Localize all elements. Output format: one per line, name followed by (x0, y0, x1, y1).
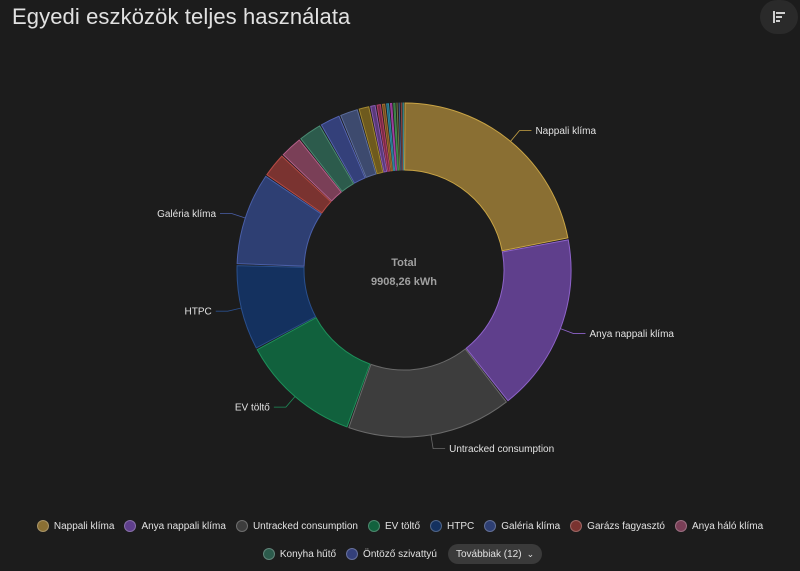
legend-label: Nappali klíma (53, 520, 115, 532)
legend-more-label: Továbbiak (12) (455, 548, 522, 560)
legend-label: Untracked consumption (252, 520, 358, 532)
slice-nappali-klima[interactable] (404, 102, 569, 252)
legend-swatch (570, 520, 583, 532)
chart-menu-button[interactable] (760, 0, 798, 34)
label-connector (273, 396, 296, 408)
slice-other-21[interactable] (402, 102, 405, 171)
legend-swatch (262, 548, 275, 560)
legend-swatch (124, 520, 137, 532)
slice-other-20[interactable] (400, 102, 403, 171)
slice-other-19[interactable] (398, 102, 402, 171)
slice-garazs-fagyaszto[interactable] (266, 155, 332, 214)
legend-swatch (235, 520, 248, 532)
slice-other-17[interactable] (393, 102, 400, 171)
slice-label: Untracked consumption (449, 444, 554, 455)
slice-label: Galéria klíma (157, 209, 216, 220)
slice-label: HTPC (185, 307, 212, 318)
donut-chart: Nappali klíma Anya nappali klíma Untracked… (157, 102, 674, 455)
legend-label: Konyha hűtő (279, 548, 337, 560)
slice-other-10[interactable] (340, 109, 377, 179)
label-connector (215, 307, 242, 312)
legend-swatch (430, 520, 443, 532)
slice-other-11[interactable] (358, 106, 384, 175)
legend-swatch (346, 548, 359, 560)
legend-label: Anya nappali klíma (141, 520, 226, 532)
slice-anya-nappali-klima[interactable] (465, 239, 572, 402)
legend-item[interactable]: EV töltő (363, 516, 425, 536)
chart-menu-icon (773, 11, 785, 23)
slice-label: EV töltő (235, 403, 270, 414)
slice-galeria-klima[interactable] (236, 175, 322, 267)
label-connector (430, 434, 446, 450)
slice-labels: Nappali klíma Anya nappali klíma Untracked… (157, 126, 674, 455)
legend-item[interactable]: Öntöző szivattyú (341, 544, 442, 564)
legend-label: HTPC (447, 520, 475, 532)
legend-item[interactable]: HTPC (425, 516, 479, 536)
legend-item[interactable]: Konyha hűtő (258, 544, 341, 564)
legend-label: EV töltő (385, 520, 421, 532)
slice-konyha-huto[interactable] (300, 125, 355, 193)
chevron-down-icon: ⌄ (526, 548, 535, 559)
label-connector (220, 213, 246, 219)
legend-more-button[interactable]: Továbbiak (12) ⌄ (447, 544, 543, 564)
legend-label: Galéria klíma (501, 520, 561, 532)
slice-anya-halo-klima[interactable] (282, 139, 342, 202)
label-connector (510, 130, 532, 142)
center-value: 9908,26 kWh (371, 276, 437, 288)
legend-item[interactable]: Galéria klíma (479, 516, 565, 536)
legend-item[interactable]: Untracked consumption (231, 516, 363, 536)
legend-item[interactable]: Anya nappali klíma (119, 516, 231, 536)
slice-label: Nappali klíma (535, 126, 596, 137)
legend-swatch (484, 520, 497, 532)
legend-swatch (368, 520, 380, 532)
legend-label: Anya háló klíma (691, 520, 764, 532)
slice-htpc[interactable] (236, 265, 317, 349)
legend-item[interactable]: Anya háló klíma (670, 516, 768, 536)
slice-label: Anya nappali klíma (589, 329, 674, 340)
legend-label: Garázs fagyasztó (587, 520, 665, 532)
chart-legend: Nappali klíma Anya nappali klíma Untracked… (0, 516, 800, 564)
slice-ev-tolto[interactable] (256, 317, 371, 428)
slice-other-13[interactable] (376, 104, 391, 172)
card-title: Egyedi eszközök teljes használata (12, 4, 351, 29)
legend-swatch (36, 520, 49, 532)
slice-other-14[interactable] (381, 103, 393, 172)
slice-other-16[interactable] (389, 102, 398, 171)
slice-other-15[interactable] (386, 103, 396, 172)
legend-label: Öntöző szivattyú (363, 548, 437, 560)
slice-untracked-consumption[interactable] (348, 348, 508, 438)
legend-item[interactable]: Nappali klíma (32, 516, 120, 536)
donut-slices (236, 102, 572, 438)
legend-swatch (674, 520, 687, 532)
label-connector (560, 328, 586, 334)
legend-item[interactable]: Garázs fagyasztó (565, 516, 670, 536)
slice-ontozo-szivattyu[interactable] (320, 115, 366, 184)
slice-other-18[interactable] (396, 102, 401, 171)
center-label: Total (391, 257, 416, 269)
slice-other-12[interactable] (370, 104, 388, 173)
